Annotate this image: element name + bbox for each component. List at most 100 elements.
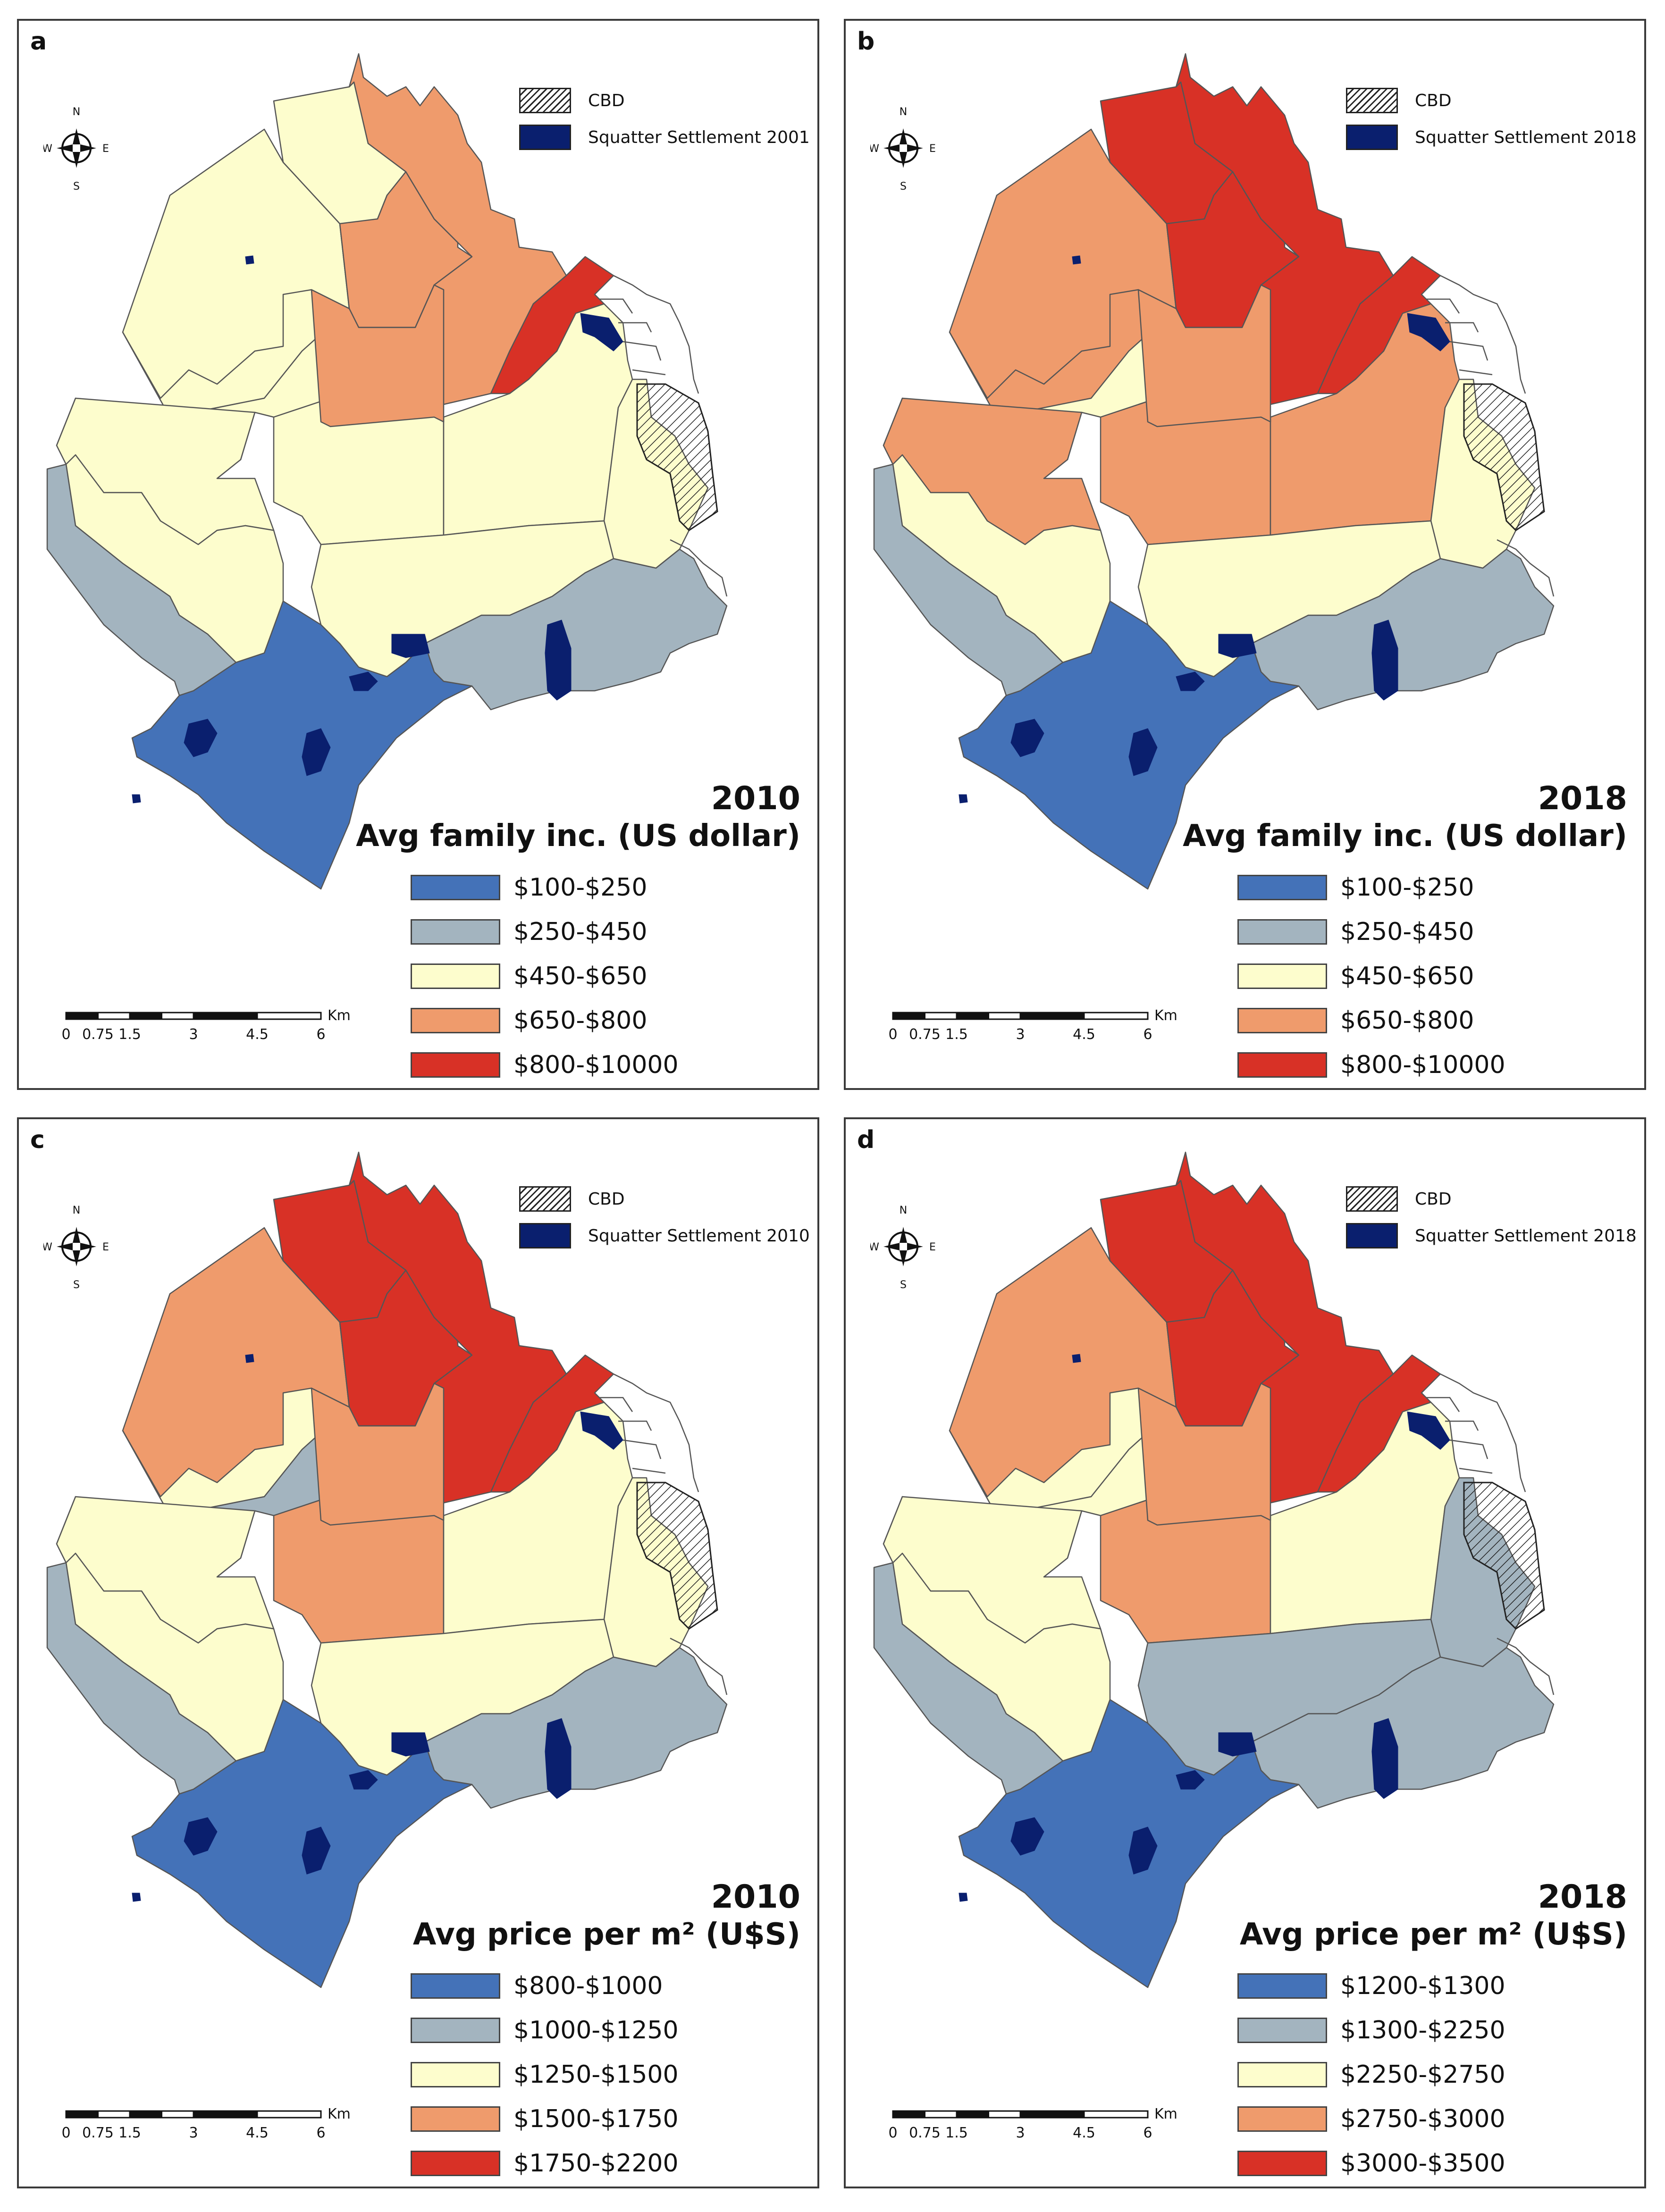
legend-item: $1200-$1300	[1237, 1964, 1505, 2008]
legend: $1200-$1300 $1300-$2250 $2250-$2750 $2750-$…	[1237, 1964, 1505, 2186]
scale-tick-label: 3	[189, 2125, 198, 2141]
scale-tick-label: 4.5	[1073, 2125, 1095, 2141]
cbd-swatch	[519, 88, 571, 113]
scale-bar: 0 0.75 1.5 3 4.5 6Km	[888, 1008, 1177, 1043]
map-year: 2018	[1538, 780, 1627, 817]
map-year: 2010	[711, 780, 800, 817]
port-outline-3	[670, 539, 728, 597]
scale-tick-label: 4.5	[246, 1026, 269, 1043]
scale-segment	[129, 2110, 162, 2119]
scale-tick-label: 0	[61, 2125, 70, 2141]
scale-tick-label: 3	[1016, 2125, 1025, 2141]
legend-label: $250-$450	[1340, 918, 1474, 946]
scale-segment	[65, 1012, 99, 1020]
legend-label: $3000-$3500	[1340, 2149, 1505, 2178]
scale-segment	[892, 1012, 925, 1020]
legend-swatch	[1237, 964, 1327, 989]
panel-label: d	[857, 1126, 875, 1154]
legend-item: $250-$450	[411, 910, 679, 954]
district-12	[1137, 1382, 1271, 1526]
scale-tick-label: 4.5	[1073, 1026, 1095, 1043]
port-outline-2	[1426, 1397, 1493, 1474]
legend-item: $1300-$2250	[1237, 2008, 1505, 2053]
squatter-key: Squatter Settlement 2001	[519, 125, 810, 150]
squatter-key: Squatter Settlement 2018	[1346, 1223, 1637, 1248]
cbd-swatch	[1346, 1186, 1398, 1212]
legend-item: $650-$800	[411, 998, 679, 1043]
scale-segment	[892, 2110, 925, 2119]
compass-north-label: N	[900, 1205, 907, 1216]
legend-item: $800-$10000	[411, 1043, 679, 1087]
district-5	[348, 53, 567, 409]
map-panel-a: a N S W E CBD Squatter Settlement 2001 2…	[17, 19, 819, 1090]
legend-item: $1250-$1500	[411, 2053, 679, 2097]
legend-label: $2750-$3000	[1340, 2105, 1505, 2133]
scale-tick-label: 0.75	[909, 1026, 941, 1043]
cbd-area	[636, 383, 718, 531]
legend-item: $1750-$2200	[411, 2141, 679, 2186]
cbd-area	[1463, 1482, 1545, 1630]
scale-tick-label: 0	[61, 1026, 70, 1043]
scale-tick-label: 1.5	[118, 2125, 141, 2141]
district-17	[131, 600, 473, 890]
legend: $100-$250 $250-$450 $450-$650 $650-$800 $800…	[411, 865, 679, 1087]
scale-segment	[956, 2110, 989, 2119]
cbd-key: CBD	[1346, 1186, 1452, 1212]
squatter-swatch	[1346, 1223, 1398, 1248]
scale-segment	[256, 1012, 322, 1020]
squatter-key: Squatter Settlement 2010	[519, 1223, 810, 1248]
scale-unit-label: Km	[328, 2106, 351, 2122]
scale-segment	[193, 1012, 258, 1020]
compass-east-label: E	[102, 143, 109, 155]
scale-segment	[1083, 1012, 1149, 1020]
district-map	[46, 53, 728, 890]
compass-rose-icon: N S W E	[870, 106, 936, 193]
district-5	[348, 1151, 567, 1507]
squatter-settlement-4	[1371, 620, 1398, 701]
scale-tick-label: 3	[189, 1026, 198, 1043]
map-year: 2018	[1538, 1878, 1627, 1916]
squatter-settlement-3	[349, 1770, 378, 1790]
legend-swatch	[1237, 1008, 1327, 1033]
scale-segment	[924, 1012, 958, 1020]
squatter-settlement-6	[580, 313, 623, 352]
squatter-key-label: Squatter Settlement 2018	[1415, 1226, 1637, 1246]
cbd-key-label: CBD	[588, 1189, 625, 1209]
scale-segment	[988, 2110, 1021, 2119]
squatter-settlement-6	[1407, 1411, 1450, 1450]
compass-north-label: N	[900, 106, 907, 118]
scale-unit-label: Km	[328, 1008, 351, 1024]
map-panel-c: c N S W E CBD Squatter Settlement 2010 2…	[17, 1117, 819, 2188]
compass-south-label: S	[73, 1279, 80, 1291]
legend-label: $1750-$2200	[513, 2149, 679, 2178]
squatter-settlement-3	[1176, 1770, 1205, 1790]
legend-item: $100-$250	[1237, 865, 1505, 910]
legend-label: $1000-$1250	[513, 2016, 679, 2044]
scale-bar: 0 0.75 1.5 3 4.5 6Km	[61, 1008, 351, 1043]
squatter-settlement-8	[132, 1893, 141, 1902]
legend-label: $1200-$1300	[1340, 1972, 1505, 2000]
scale-unit-label: Km	[1154, 1008, 1177, 1024]
port-outline-2	[599, 1397, 666, 1474]
scale-tick-label: 1.5	[945, 1026, 968, 1043]
legend-swatch	[1237, 2151, 1327, 2176]
district-12	[311, 1382, 445, 1526]
legend-item: $450-$650	[1237, 954, 1505, 998]
legend-item: $1500-$1750	[411, 2097, 679, 2141]
panel-label: b	[857, 27, 875, 56]
legend-swatch	[411, 1973, 500, 1999]
scale-tick-label: 0.75	[82, 1026, 114, 1043]
compass-rose-icon: N S W E	[870, 1205, 936, 1291]
scale-tick-label: 0.75	[82, 2125, 114, 2141]
port-outline-1	[613, 1373, 699, 1492]
scale-tick-label: 0	[888, 2125, 897, 2141]
map-title: 2018 Avg family inc. (US dollar)	[1183, 780, 1627, 855]
legend-item: $800-$10000	[1237, 1043, 1505, 1087]
port-outline-1	[1440, 1373, 1526, 1492]
cbd-key: CBD	[519, 1186, 625, 1212]
scale-segment	[97, 2110, 131, 2119]
port-outline-3	[1497, 539, 1555, 597]
district-5	[1175, 53, 1394, 409]
map-year: 2010	[711, 1878, 800, 1916]
map-title: 2010 Avg price per m² (U$S)	[413, 1879, 800, 1953]
